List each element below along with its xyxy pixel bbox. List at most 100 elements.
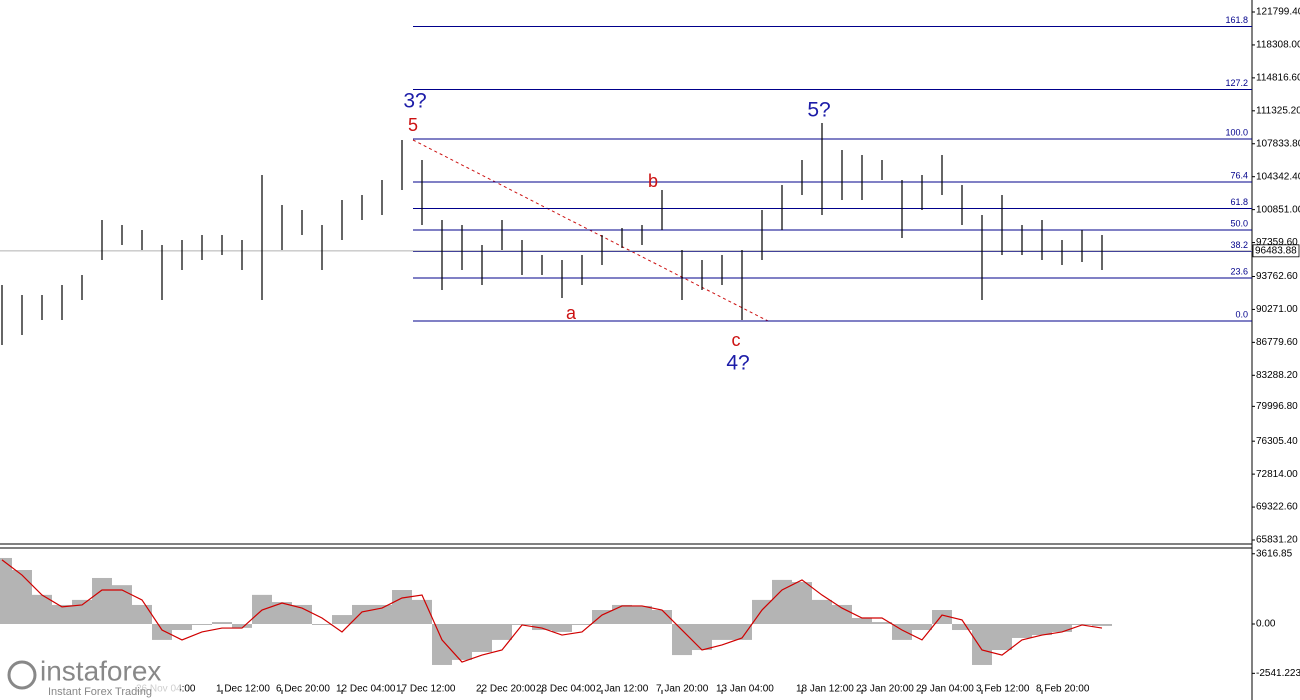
signal-line [1, 559, 1103, 663]
y-tick-label: 93762.60 [1256, 271, 1298, 282]
trend-line [412, 139, 771, 323]
x-tick-label: 22 Dec 20:00 [476, 684, 536, 695]
fib-label: 38.2 [1230, 240, 1248, 250]
watermark-bg [0, 655, 180, 700]
histogram-bar [652, 610, 672, 624]
histogram-bar [32, 594, 52, 624]
histogram-bar [432, 623, 452, 665]
fib-label: 161.8 [1225, 15, 1248, 25]
histogram-bar [612, 604, 632, 624]
y-tick-label: 111325.20 [1256, 105, 1300, 116]
histogram-bar [952, 623, 972, 631]
x-tick-label: 2 Jan 12:00 [596, 684, 649, 695]
histogram-bar [332, 615, 352, 624]
histogram-bar [492, 623, 512, 640]
y-tick-label: 69322.60 [1256, 502, 1298, 513]
histogram-bar [892, 623, 912, 640]
y-tick-label: 65831.20 [1256, 535, 1298, 546]
wave-label: 5? [807, 99, 830, 122]
histogram-bar [72, 599, 92, 624]
histogram-bar [52, 604, 72, 624]
wave-label: 5 [408, 115, 418, 135]
histogram-bar [272, 602, 292, 624]
x-tick-label: 3 Feb 12:00 [976, 684, 1030, 695]
x-tick-label: 8 Feb 20:00 [1036, 684, 1090, 695]
watermark: instaforex Instant Forex Trading [0, 655, 180, 700]
x-tick-label: 23 Jan 20:00 [856, 684, 914, 695]
histogram-bar [212, 622, 232, 624]
histogram-bar [852, 617, 872, 624]
histogram-bar [1092, 623, 1112, 626]
histogram-bar [792, 582, 812, 624]
x-tick-label: 28 Dec 04:00 [536, 684, 596, 695]
fib-label: 127.2 [1225, 78, 1248, 88]
fib-label: 0.0 [1235, 309, 1248, 319]
histogram-bar [672, 623, 692, 656]
wave-label: 3? [403, 90, 426, 113]
histogram-bar [132, 604, 152, 624]
histogram-bar [632, 605, 652, 624]
fib-label: 61.8 [1230, 197, 1248, 207]
y-tick-label: -2541.223 [1256, 668, 1300, 679]
histogram-bar [1032, 623, 1052, 636]
histogram-bar [912, 623, 932, 631]
watermark-brand: instaforex [40, 655, 161, 686]
histogram-bar [172, 623, 192, 631]
y-tick-label: 79996.80 [1256, 401, 1298, 412]
wave-label: 4? [726, 352, 749, 375]
y-tick-label: 97359.60 [1256, 237, 1298, 248]
histogram-bar [372, 604, 392, 624]
fib-label: 76.4 [1230, 170, 1248, 180]
histogram-bar [1052, 623, 1072, 632]
histogram-bar [452, 623, 472, 660]
histogram-bar [112, 585, 132, 624]
histogram-bar [312, 623, 332, 625]
histogram-bar [532, 623, 552, 631]
x-tick-label: 17 Dec 12:00 [396, 684, 456, 695]
histogram-bar [972, 623, 992, 665]
y-tick-label: 3616.85 [1256, 548, 1293, 559]
histogram-bar [592, 610, 612, 624]
histogram-bar [0, 557, 12, 624]
wave-label: b [648, 171, 658, 191]
y-tick-label: 118308.00 [1256, 40, 1300, 51]
y-tick-label: 121799.40 [1256, 7, 1300, 18]
histogram-bar [572, 623, 592, 625]
x-tick-label: 13 Jan 04:00 [716, 684, 774, 695]
wave-label: c [732, 330, 741, 350]
fib-label: 50.0 [1230, 218, 1248, 228]
histogram-bar [152, 623, 172, 640]
fib-label: 23.6 [1230, 266, 1248, 276]
histogram-bar [352, 604, 372, 624]
current-price-box [1252, 244, 1300, 258]
histogram-bar [772, 579, 792, 624]
y-tick-label: 72814.00 [1256, 469, 1298, 480]
x-tick-label: 18 Jan 12:00 [796, 684, 854, 695]
watermark-logo [7, 660, 37, 690]
y-tick-label: 107833.80 [1256, 138, 1300, 149]
y-tick-label: 90271.00 [1256, 304, 1298, 315]
x-tick-label: 6 Dec 20:00 [276, 684, 330, 695]
x-tick-label: 1 Dec 12:00 [216, 684, 270, 695]
current-price-label: 96483.88 [1255, 245, 1297, 256]
histogram-bar [712, 623, 732, 640]
fib-label: 100.0 [1225, 127, 1248, 137]
y-tick-label: 100851.00 [1256, 204, 1300, 215]
histogram-bar [92, 577, 112, 624]
histogram-bar [232, 623, 252, 628]
histogram-bar [992, 623, 1012, 651]
y-tick-label: 104342.40 [1256, 171, 1300, 182]
histogram-bar [552, 623, 572, 632]
y-tick-label: 0.00 [1256, 619, 1276, 630]
y-tick-label: 83288.20 [1256, 370, 1298, 381]
marks: 121799.40 118308.00 114816.60 111325.20 1078… [0, 7, 1300, 695]
histogram-bar [692, 623, 712, 651]
histogram-bar [832, 604, 852, 624]
y-tick-label: 114816.60 [1256, 73, 1300, 84]
x-tick-label: 7 Jan 20:00 [656, 684, 709, 695]
histogram-bar [12, 570, 32, 624]
histogram-bar [872, 622, 892, 624]
y-tick-label: 76305.40 [1256, 436, 1298, 447]
